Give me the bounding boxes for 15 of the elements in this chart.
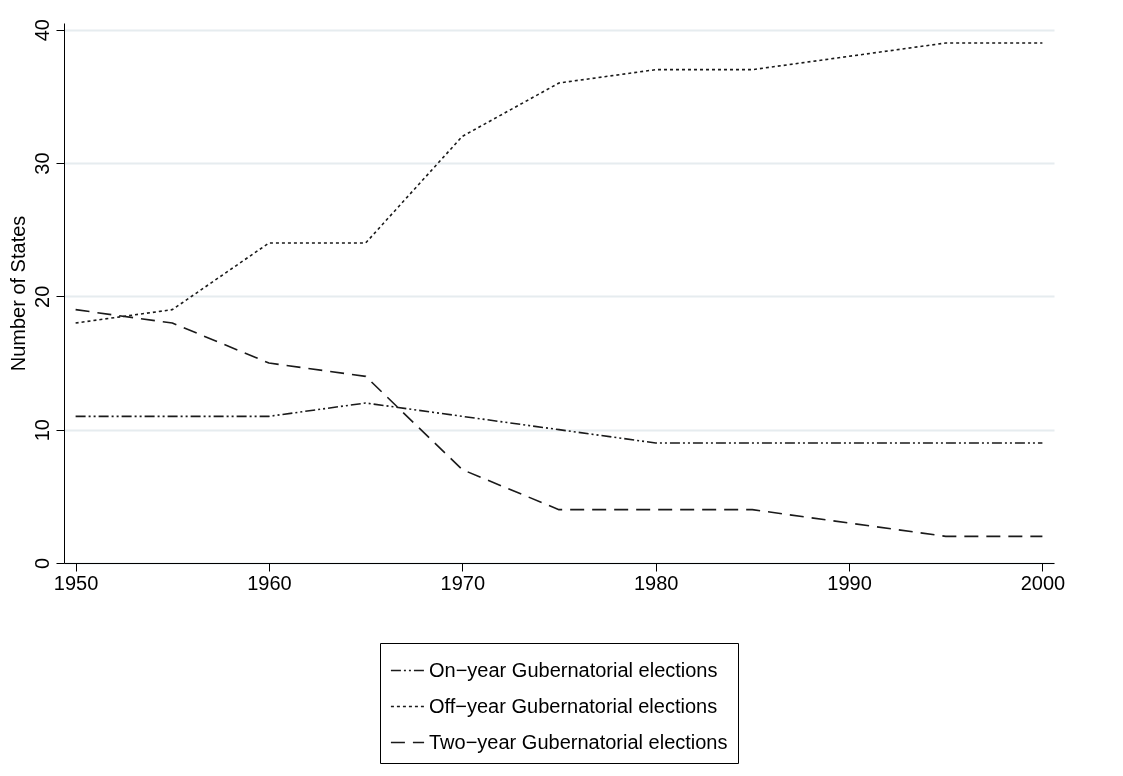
x-tick-label: 1960 [247,571,292,594]
y-tick-label: 30 [30,152,53,175]
y-axis-title: Number of States [6,215,29,372]
y-tick-label: 0 [30,557,53,570]
y-tick-label: 10 [30,419,53,442]
y-tick-label: 40 [30,19,53,42]
x-tick-label: 1990 [827,571,872,594]
legend-label: On−year Gubernatorial elections [429,658,718,681]
legend-label: Off−year Gubernatorial elections [429,694,718,717]
y-tick-label: 20 [30,285,53,308]
x-tick-label: 1950 [53,571,99,594]
x-tick-label: 1970 [440,571,486,594]
x-tick-label: 2000 [1020,571,1066,594]
legend-label: Two−year Gubernatorial elections [429,730,728,753]
x-tick-label: 1980 [633,571,679,594]
